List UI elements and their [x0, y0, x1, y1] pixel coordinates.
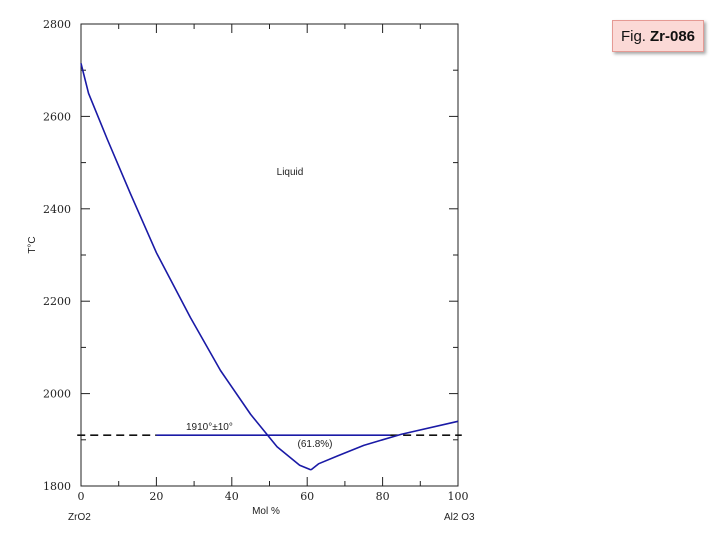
x-axis-right-end-label: Al2 O3 [444, 512, 475, 523]
y-tick-label: 2000 [43, 388, 71, 401]
y-tick-label: 2600 [43, 110, 71, 123]
region-label-liquid: Liquid [277, 167, 304, 178]
x-axis-left-end-label: ZrO2 [68, 512, 91, 523]
y-tick-label: 2200 [43, 295, 71, 308]
y-tick-label: 2800 [43, 18, 71, 31]
x-tick-label: 60 [300, 490, 314, 503]
x-tick-label: 0 [78, 490, 85, 503]
x-axis-label: Mol % [252, 506, 280, 517]
figure-prefix: Fig. [620, 27, 646, 45]
x-tick-label: 40 [225, 490, 239, 503]
figure-code: Zr-086 [649, 27, 696, 45]
plot-frame [80, 23, 459, 487]
x-tick-label: 80 [376, 490, 390, 503]
liquidus-curve-zro2-side [80, 63, 312, 471]
figure-badge: Fig. Zr-086 [612, 20, 704, 52]
y-tick-label: 1800 [43, 480, 71, 493]
y-tick-label: 2400 [43, 203, 71, 216]
x-tick-label: 100 [448, 490, 469, 503]
eutectic-temperature-label: 1910°±10° [186, 422, 233, 433]
x-tick-label: 20 [149, 490, 163, 503]
eutectic-composition-label: (61.8%) [297, 439, 332, 450]
liquidus-curve-al2o3-side [310, 420, 459, 471]
y-axis-label: T°C [27, 236, 38, 253]
